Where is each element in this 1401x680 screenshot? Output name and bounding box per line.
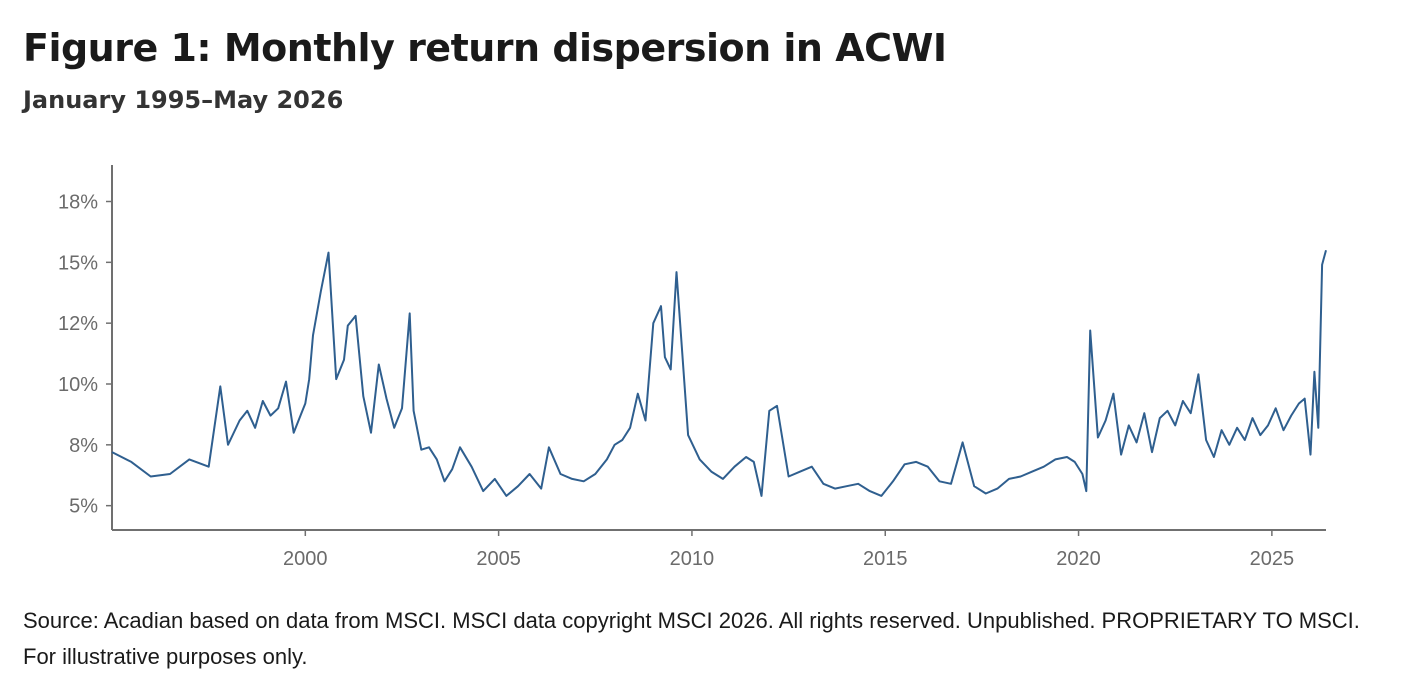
x-tick-label: 2025 xyxy=(1250,548,1295,570)
y-tick-label: 18% xyxy=(58,192,98,214)
x-tick-label: 2000 xyxy=(283,548,328,570)
x-tick-label: 2015 xyxy=(863,548,908,570)
source-note: Source: Acadian based on data from MSCI.… xyxy=(23,608,1360,669)
y-tick-label: 5% xyxy=(69,496,98,518)
chart-subtitle: January 1995–May 2026 xyxy=(23,86,344,114)
y-tick-label: 8% xyxy=(69,435,98,457)
y-tick-label: 15% xyxy=(58,252,98,274)
x-tick-label: 2010 xyxy=(670,548,715,570)
y-tick-label: 12% xyxy=(58,313,98,335)
line-chart: 5% 8% 10% 12% 15% 18% 2000 2005 2010 2015 2020 2025 xyxy=(58,165,1327,570)
y-tick-label: 10% xyxy=(58,374,98,396)
x-tick-label: 2020 xyxy=(1056,548,1101,570)
chart-title: Figure 1: Monthly return dispersion in A… xyxy=(23,26,947,70)
series-line-dispersion xyxy=(111,249,1327,497)
x-tick-label: 2005 xyxy=(476,548,521,570)
